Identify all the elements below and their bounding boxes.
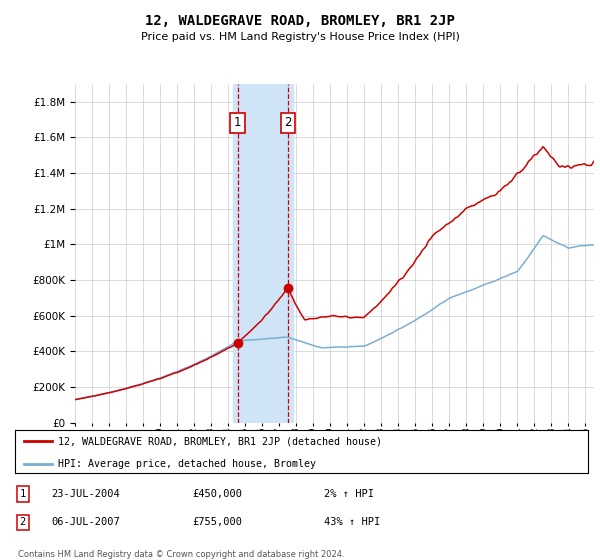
Text: 12, WALDEGRAVE ROAD, BROMLEY, BR1 2JP: 12, WALDEGRAVE ROAD, BROMLEY, BR1 2JP [145,14,455,28]
Text: £450,000: £450,000 [192,489,242,499]
Text: £755,000: £755,000 [192,517,242,528]
Text: 2: 2 [284,116,292,129]
Text: 2% ↑ HPI: 2% ↑ HPI [324,489,374,499]
Text: 23-JUL-2004: 23-JUL-2004 [51,489,120,499]
Text: 06-JUL-2007: 06-JUL-2007 [51,517,120,528]
Text: Contains HM Land Registry data © Crown copyright and database right 2024.
This d: Contains HM Land Registry data © Crown c… [18,550,344,560]
Text: HPI: Average price, detached house, Bromley: HPI: Average price, detached house, Brom… [58,459,316,469]
Text: Price paid vs. HM Land Registry's House Price Index (HPI): Price paid vs. HM Land Registry's House … [140,32,460,43]
Text: 1: 1 [234,116,241,129]
Text: 2: 2 [20,517,26,528]
Text: 12, WALDEGRAVE ROAD, BROMLEY, BR1 2JP (detached house): 12, WALDEGRAVE ROAD, BROMLEY, BR1 2JP (d… [58,436,382,446]
Text: 1: 1 [20,489,26,499]
Text: 43% ↑ HPI: 43% ↑ HPI [324,517,380,528]
Bar [233,84,293,423]
